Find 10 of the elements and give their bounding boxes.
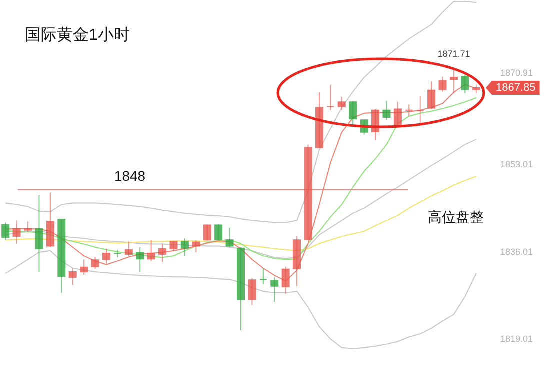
ref-line-label: 1848 — [114, 168, 146, 184]
y-tick-label: 1819.01 — [500, 334, 534, 344]
y-tick-label: 1853.01 — [500, 160, 534, 170]
annotation: 1871.71 — [438, 49, 470, 60]
line-series — [5, 250, 477, 350]
annotation: 高位盘整 — [428, 209, 484, 225]
text: 国际黄金1小时 — [25, 26, 130, 44]
y-tick-label: 1836.01 — [500, 246, 534, 257]
text: 1867.85 — [496, 82, 536, 94]
y-tick-label: 1870.91 — [500, 68, 534, 78]
